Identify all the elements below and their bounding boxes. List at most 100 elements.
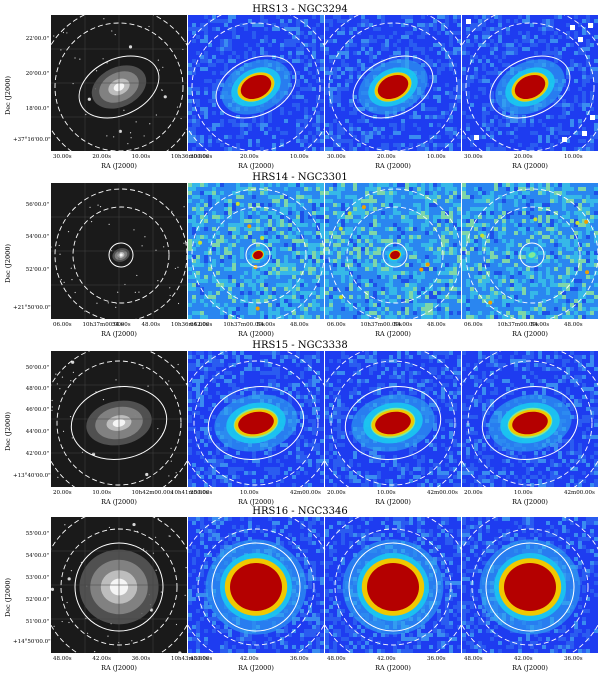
heatmap-pixel [292, 119, 296, 123]
star [135, 292, 136, 293]
heatmap-pixel [389, 119, 393, 123]
heatmap-pixel [292, 219, 296, 223]
heatmap-pixel [288, 43, 292, 47]
heatmap-pixel [421, 115, 425, 119]
heatmap-pixel [248, 203, 252, 207]
heatmap-pixel [453, 23, 457, 27]
heatmap-pixel [188, 147, 192, 151]
heatmap-pixel [445, 95, 449, 99]
heatmap-pixel [562, 19, 566, 23]
heatmap-pixel [401, 47, 405, 51]
heatmap-pixel [244, 139, 248, 143]
heatmap-pixel [248, 239, 252, 243]
heatmap-pixel [478, 31, 482, 35]
heatmap-pixel [320, 207, 324, 211]
heatmap-pixel [550, 51, 554, 55]
heatmap-pixel [244, 303, 248, 307]
heatmap-pixel [248, 311, 252, 315]
heatmap-pixel [329, 183, 333, 187]
heatmap-pixel [216, 111, 220, 115]
heatmap-pixel [449, 83, 453, 87]
heatmap-pixel [268, 267, 272, 271]
heatmap-pixel [320, 51, 324, 55]
heatmap-pixel [586, 115, 590, 119]
heatmap-pixel [204, 59, 208, 63]
heatmap-pixel [562, 143, 566, 147]
heatmap-pixel [377, 31, 381, 35]
heatmap-pixel [288, 183, 292, 187]
heatmap-pixel [316, 211, 320, 215]
heatmap-pixel [365, 47, 369, 51]
heatmap-pixel [345, 15, 349, 19]
heatmap-pixel [437, 115, 441, 119]
heatmap-pixel [320, 139, 324, 143]
heatmap-pixel [208, 91, 212, 95]
heatmap-pixel [224, 23, 228, 27]
heatmap-pixel [437, 71, 441, 75]
heatmap-pixel [361, 123, 365, 127]
heatmap-pixel [232, 27, 236, 31]
heatmap-pixel [224, 251, 228, 255]
heatmap-pixel [574, 91, 578, 95]
heatmap-pixel [453, 99, 457, 103]
heatmap-pixel [216, 183, 220, 187]
heatmap-pixel [188, 207, 192, 211]
heatmap-pixel [470, 51, 474, 55]
heatmap-pixel [421, 187, 425, 191]
heatmap-pixel [510, 123, 514, 127]
heatmap-pixel [196, 99, 200, 103]
heatmap-pixel [308, 227, 312, 231]
heatmap-pixel [441, 67, 445, 71]
heatmap-pixel [280, 267, 284, 271]
heatmap-pixel [304, 83, 308, 87]
heatmap-pixel [337, 195, 341, 199]
heatmap-pixel [216, 191, 220, 195]
heatmap-pixel [514, 123, 518, 127]
heatmap-pixel [196, 23, 200, 27]
heatmap-pixel [357, 35, 361, 39]
heatmap-pixel [514, 51, 518, 55]
heatmap-pixel [462, 111, 466, 115]
heatmap-pixel [188, 283, 192, 287]
heatmap-pixel [300, 63, 304, 67]
heatmap-pixel [325, 119, 329, 123]
heatmap-pixel [312, 127, 316, 131]
star [61, 279, 62, 280]
heatmap-pixel [526, 147, 530, 151]
heatmap-pixel [594, 27, 598, 31]
heatmap-pixel [300, 47, 304, 51]
heatmap-pixel [284, 23, 288, 27]
heatmap-pixel [292, 191, 296, 195]
heatmap-pixel [284, 31, 288, 35]
heatmap-pixel [316, 291, 320, 295]
heatmap-pixel [385, 195, 389, 199]
heatmap-pixel [478, 35, 482, 39]
heatmap-pixel [296, 95, 300, 99]
heatmap-pixel [208, 203, 212, 207]
heatmap-pixel [320, 23, 324, 27]
heatmap-pixel [316, 15, 320, 19]
heatmap-pixel [353, 127, 357, 131]
heatmap-pixel [542, 123, 546, 127]
heatmap-pixel [272, 255, 276, 259]
y-tick-label: 22'00.0" [13, 36, 49, 42]
heatmap-pixel [272, 15, 276, 19]
heatmap-pixel [200, 75, 204, 79]
star [162, 90, 163, 91]
heatmap-pixel [264, 183, 268, 187]
heatmap-pixel [353, 131, 357, 135]
heatmap-pixel [228, 183, 232, 187]
heatmap-pixel [381, 55, 385, 59]
heatmap-pixel [216, 267, 220, 271]
heatmap-pixel [349, 47, 353, 51]
heatmap-pixel [192, 211, 196, 215]
heatmap-pixel [284, 223, 288, 227]
heatmap-pixel [228, 239, 232, 243]
heatmap-pixel [550, 147, 554, 151]
heatmap-pixel [474, 107, 478, 111]
heatmap-pixel [208, 83, 212, 87]
heatmap-pixel [268, 43, 272, 47]
heatmap-pixel [268, 131, 272, 135]
heatmap-pixel [462, 47, 466, 51]
heatmap-pixel [188, 291, 192, 295]
